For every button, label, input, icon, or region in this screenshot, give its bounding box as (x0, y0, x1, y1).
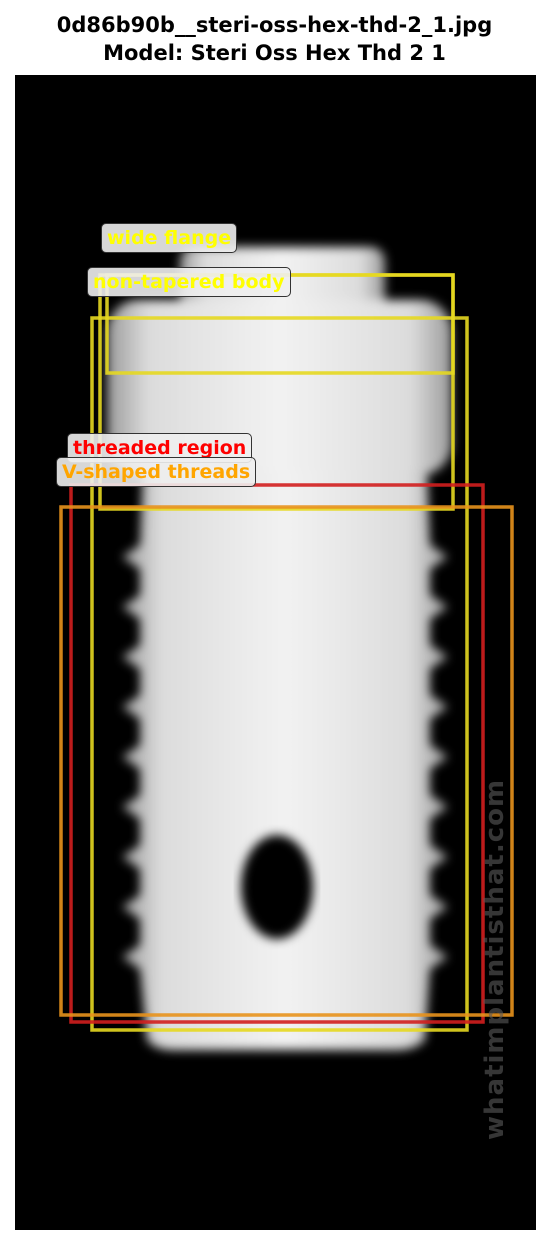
image-filename-title: 0d86b90b__steri-oss-hex-thd-2_1.jpg (56, 13, 493, 37)
implant-xray-image (15, 75, 536, 1230)
annotation-label-text: V-shaped threads (62, 461, 251, 483)
implant-collar (107, 300, 452, 475)
annotation-label-text: non-tapered body (93, 271, 285, 293)
annotation-label-non-tapered-body: non-tapered body (87, 267, 291, 297)
xray-figure: wide flange non-tapered body threaded re… (15, 75, 536, 1230)
implant-threaded-body (122, 470, 448, 1050)
watermark-text: whatimplantisthat.com (480, 778, 510, 1140)
annotation-label-wide-flange: wide flange (101, 223, 238, 253)
annotation-label-text: threaded region (73, 437, 247, 459)
implant-silhouette (107, 247, 452, 1050)
annotation-box-threaded-region (69, 483, 485, 1024)
annotation-box-v-shaped-threads (59, 505, 514, 1017)
annotation-label-v-shaped-threads: V-shaped threads (56, 457, 257, 487)
annotation-label-text: wide flange (107, 227, 232, 249)
model-name-title: Model: Steri Oss Hex Thd 2 1 (103, 41, 446, 65)
implant-vent-hole (241, 835, 313, 939)
annotation-box-non-tapered-body-outer (90, 316, 469, 1032)
